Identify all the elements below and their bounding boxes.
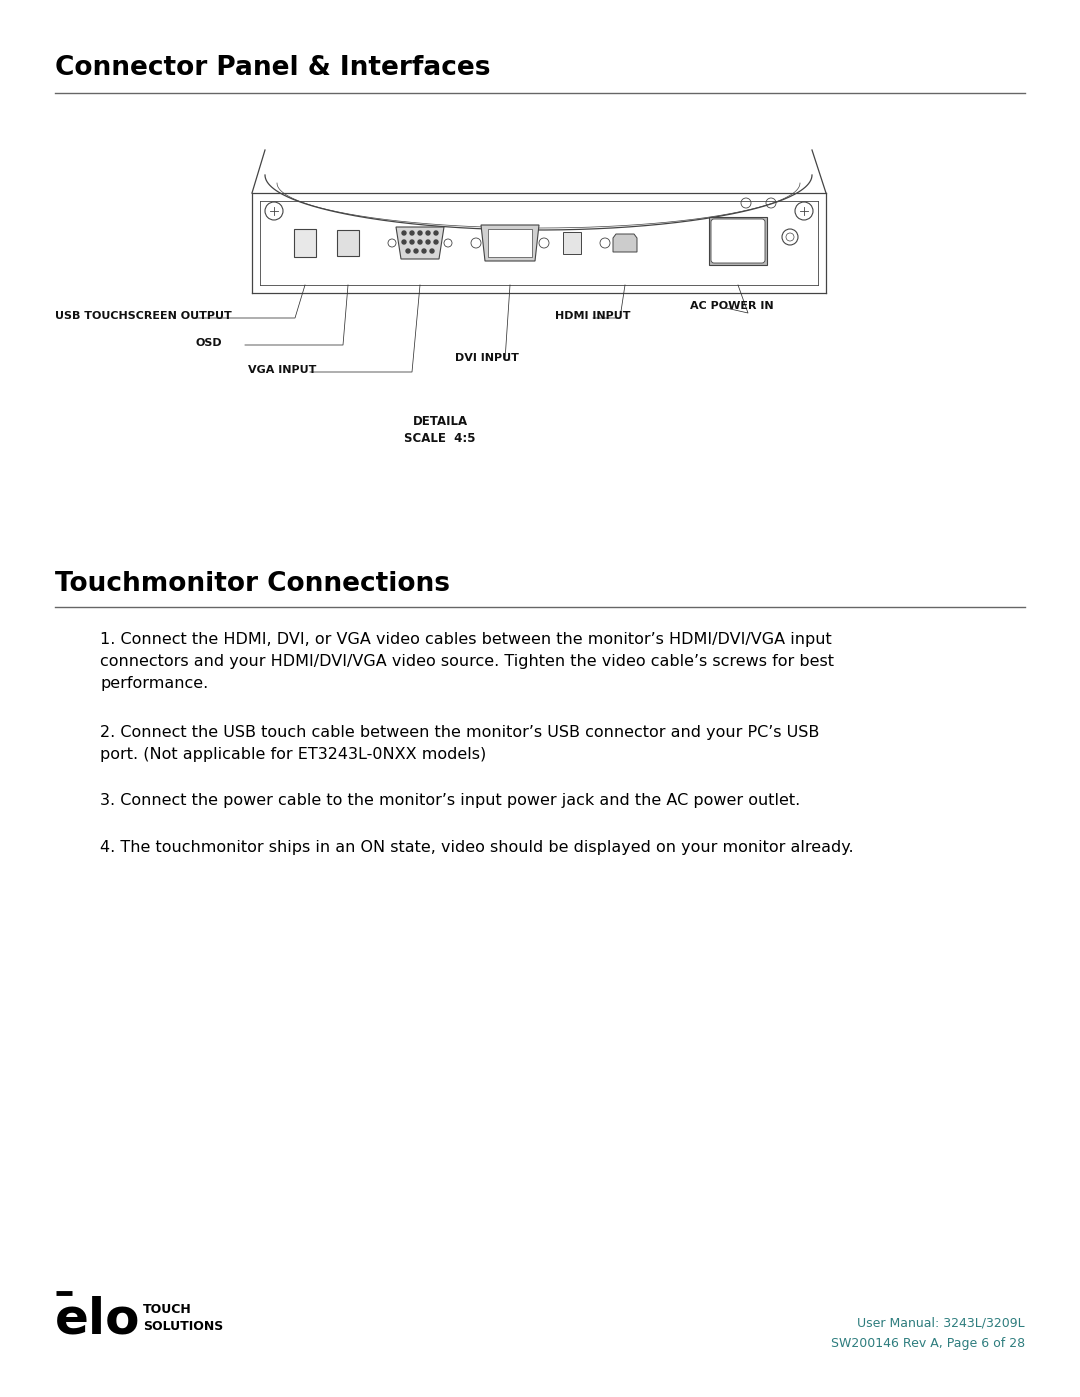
Text: 4. The touchmonitor ships in an ON state, video should be displayed on your moni: 4. The touchmonitor ships in an ON state… [100, 840, 853, 855]
Text: SW200146 Rev A, Page 6 of 28: SW200146 Rev A, Page 6 of 28 [831, 1337, 1025, 1350]
Text: DETAILA: DETAILA [413, 415, 468, 427]
Polygon shape [481, 225, 539, 261]
Text: User Manual: 3243L/3209L: User Manual: 3243L/3209L [858, 1317, 1025, 1330]
Text: 3. Connect the power cable to the monitor’s input power jack and the AC power ou: 3. Connect the power cable to the monito… [100, 793, 800, 807]
Text: 1. Connect the HDMI, DVI, or VGA video cables between the monitor’s HDMI/DVI/VGA: 1. Connect the HDMI, DVI, or VGA video c… [100, 631, 832, 647]
Text: AC POWER IN: AC POWER IN [690, 300, 773, 312]
Circle shape [410, 231, 414, 235]
Circle shape [402, 240, 406, 244]
Text: performance.: performance. [100, 676, 208, 692]
Bar [337, 231, 359, 256]
Bar [294, 229, 316, 257]
Circle shape [426, 240, 430, 244]
Text: connectors and your HDMI/DVI/VGA video source. Tighten the video cable’s screws : connectors and your HDMI/DVI/VGA video s… [100, 654, 834, 669]
FancyBboxPatch shape [711, 219, 765, 263]
Polygon shape [613, 235, 637, 251]
Text: SCALE  4:5: SCALE 4:5 [404, 432, 476, 446]
Text: VGA INPUT: VGA INPUT [248, 365, 316, 374]
Circle shape [434, 231, 438, 235]
Circle shape [402, 231, 406, 235]
Text: OSD: OSD [195, 338, 221, 348]
Text: USB TOUCHSCREEN OUTPUT: USB TOUCHSCREEN OUTPUT [55, 312, 232, 321]
Text: elo: elo [55, 1295, 140, 1343]
Text: 2. Connect the USB touch cable between the monitor’s USB connector and your PC’s: 2. Connect the USB touch cable between t… [100, 725, 820, 740]
Bar [563, 232, 581, 254]
Text: port. (Not applicable for ET3243L-0NXX models): port. (Not applicable for ET3243L-0NXX m… [100, 747, 486, 761]
Text: HDMI INPUT: HDMI INPUT [555, 312, 631, 321]
Circle shape [434, 240, 438, 244]
Circle shape [430, 249, 434, 253]
Circle shape [418, 231, 422, 235]
Circle shape [426, 231, 430, 235]
Text: TOUCH
SOLUTIONS: TOUCH SOLUTIONS [143, 1303, 224, 1333]
Circle shape [406, 249, 410, 253]
Bar [488, 229, 532, 257]
Circle shape [410, 240, 414, 244]
Circle shape [418, 240, 422, 244]
Circle shape [422, 249, 426, 253]
Polygon shape [396, 226, 444, 258]
Text: Connector Panel & Interfaces: Connector Panel & Interfaces [55, 54, 490, 81]
Text: Touchmonitor Connections: Touchmonitor Connections [55, 571, 450, 597]
Text: DVI INPUT: DVI INPUT [455, 353, 518, 363]
Circle shape [414, 249, 418, 253]
Bar [708, 217, 767, 265]
